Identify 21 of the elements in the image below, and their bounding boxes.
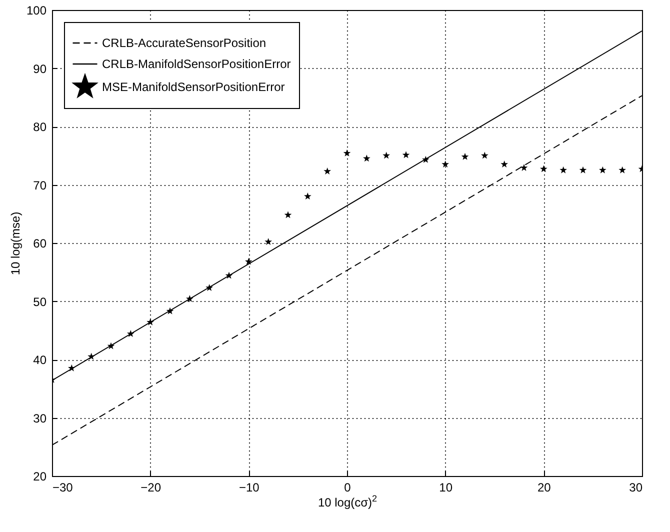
y-tick-label: 80 (33, 120, 47, 134)
x-tick-label: −20 (140, 480, 162, 494)
x-tick-label: 0 (344, 480, 352, 494)
y-tick-label: 50 (33, 294, 47, 309)
y-tick-label: 90 (33, 62, 47, 76)
x-tick-label: 30 (629, 480, 643, 494)
y-tick-label: 30 (33, 411, 47, 426)
y-tick-label: 70 (33, 178, 47, 192)
legend-label: MSE-ManifoldSensorPositionError (102, 80, 285, 94)
x-tick-label: −30 (52, 480, 74, 494)
y-tick-label: 60 (33, 236, 47, 250)
x-axis-title: 10 log(cσ)$^{2}$ (318, 494, 378, 510)
y-tick-label: 100 (26, 4, 47, 18)
y-axis-title: 10 log(mse) (8, 212, 22, 276)
y-tick-label: 20 (33, 470, 47, 484)
x-tick-label: 20 (537, 480, 552, 494)
legend-label: CRLB-AccurateSensorPosition (102, 36, 266, 50)
x-tick-label: −10 (238, 480, 260, 494)
legend-label: CRLB-ManifoldSensorPositionError (102, 57, 291, 71)
x-tick-label: 10 (439, 480, 453, 494)
y-tick-label: 40 (33, 353, 47, 367)
